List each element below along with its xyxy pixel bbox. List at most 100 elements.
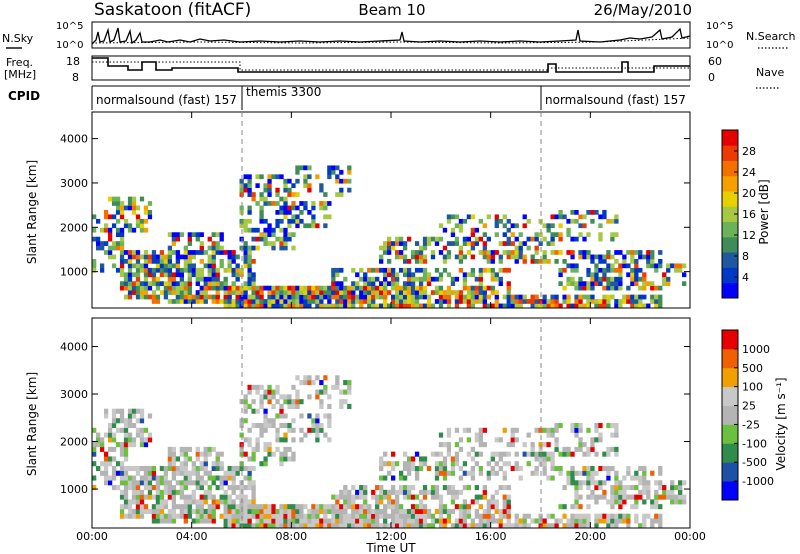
heatmap-cell (123, 272, 129, 278)
heatmap-cell (610, 489, 615, 495)
heatmap-cell (211, 250, 216, 255)
heatmap-cell (502, 451, 507, 457)
heatmap-cell (263, 461, 268, 467)
heatmap-cell (95, 241, 101, 246)
heatmap-cell (155, 499, 161, 505)
heatmap-cell (558, 236, 563, 242)
heatmap-cell (387, 281, 392, 287)
heatmap-cell (578, 299, 583, 304)
heatmap-cell (614, 299, 619, 304)
heatmap-cell (275, 210, 280, 215)
heatmap-cell (123, 285, 129, 291)
heatmap-cell (263, 394, 268, 400)
heatmap-cell (183, 494, 188, 500)
heatmap-cell (594, 263, 599, 269)
heatmap-cell (566, 518, 571, 524)
heatmap-cell (534, 232, 539, 238)
heatmap-cell (634, 504, 639, 510)
heatmap-cell (590, 475, 595, 481)
heatmap-cell (195, 232, 200, 238)
heatmap-cell (594, 485, 599, 491)
heatmap-cell (402, 465, 408, 472)
heatmap-cell (247, 259, 252, 264)
heatmap-cell (119, 227, 125, 233)
heatmap-cell (454, 236, 460, 242)
heatmap-cell (143, 442, 149, 448)
heatmap-cell (171, 299, 177, 304)
heatmap-cell (514, 437, 519, 443)
heatmap-cell (139, 499, 145, 505)
heatmap-cell (131, 250, 137, 255)
heatmap-cell (223, 489, 228, 495)
heatmap-cell (239, 178, 244, 184)
heatmap-cell (183, 259, 188, 264)
heatmap-cell (315, 513, 320, 519)
heatmap-cell (279, 218, 284, 224)
heatmap-cell (430, 303, 436, 309)
heatmap-cell (410, 513, 416, 519)
heatmap-cell (111, 456, 117, 462)
heatmap-cell (315, 174, 320, 180)
heatmap-cell (498, 437, 503, 443)
heatmap-cell (123, 418, 129, 424)
heatmap-cell (394, 494, 400, 500)
heatmap-cell (291, 418, 296, 424)
heatmap-cell (199, 480, 204, 486)
heatmap-cell (207, 259, 212, 264)
heatmap-cell (371, 518, 376, 524)
heatmap-cell (570, 281, 575, 287)
power-heatmap-cells (92, 165, 687, 309)
heatmap-cell (622, 263, 627, 269)
heatmap-cell (634, 513, 639, 519)
heatmap-cell (670, 263, 675, 269)
heatmap-cell (434, 267, 440, 273)
heatmap-cell (115, 205, 121, 211)
heatmap-cell (486, 513, 491, 519)
heatmap-cell (391, 276, 396, 282)
heatmap-cell (610, 485, 615, 491)
heatmap-cell (602, 451, 607, 457)
heatmap-cell (383, 489, 388, 495)
heatmap-cell (311, 290, 316, 295)
heatmap-cell (626, 250, 631, 255)
heatmap-cell (351, 299, 356, 304)
heatmap-cell (251, 423, 256, 429)
heatmap-cell (267, 232, 272, 238)
heatmap-cell (614, 423, 619, 429)
heatmap-cell (410, 303, 416, 309)
heatmap-cell (398, 470, 404, 476)
heatmap-cell (119, 272, 125, 278)
heatmap-cell (131, 413, 137, 419)
heatmap-cell (558, 210, 563, 215)
heatmap-cell (498, 241, 503, 246)
heatmap-cell (203, 250, 208, 255)
heatmap-cell (502, 250, 507, 255)
heatmap-cell (219, 494, 224, 500)
heatmap-cell (103, 408, 109, 414)
heatmap-cell (343, 389, 348, 395)
heatmap-cell (271, 227, 276, 233)
heatmap-cell (650, 254, 655, 260)
heatmap-cell (371, 513, 376, 519)
heatmap-cell (139, 513, 145, 519)
heatmap-cell (247, 254, 252, 260)
heatmap-cell (163, 470, 169, 476)
heatmap-cell (586, 485, 591, 491)
heatmap-cell (510, 299, 515, 304)
heatmap-cell (127, 499, 133, 505)
heatmap-cell (490, 267, 495, 273)
heatmap-cell (279, 210, 284, 215)
heatmap-cell (526, 236, 531, 242)
heatmap-cell (255, 299, 260, 304)
heatmap-cell (143, 263, 149, 269)
heatmap-cell (143, 470, 149, 476)
heatmap-cell (155, 518, 161, 524)
heatmap-cell (299, 201, 304, 206)
heatmap-cell (630, 250, 635, 255)
heatmap-cell (271, 423, 276, 429)
heatmap-cell (287, 290, 292, 295)
heatmap-cell (363, 290, 368, 295)
heatmap-cell (498, 276, 503, 282)
heatmap-cell (530, 303, 535, 309)
heatmap-cell (111, 485, 117, 491)
